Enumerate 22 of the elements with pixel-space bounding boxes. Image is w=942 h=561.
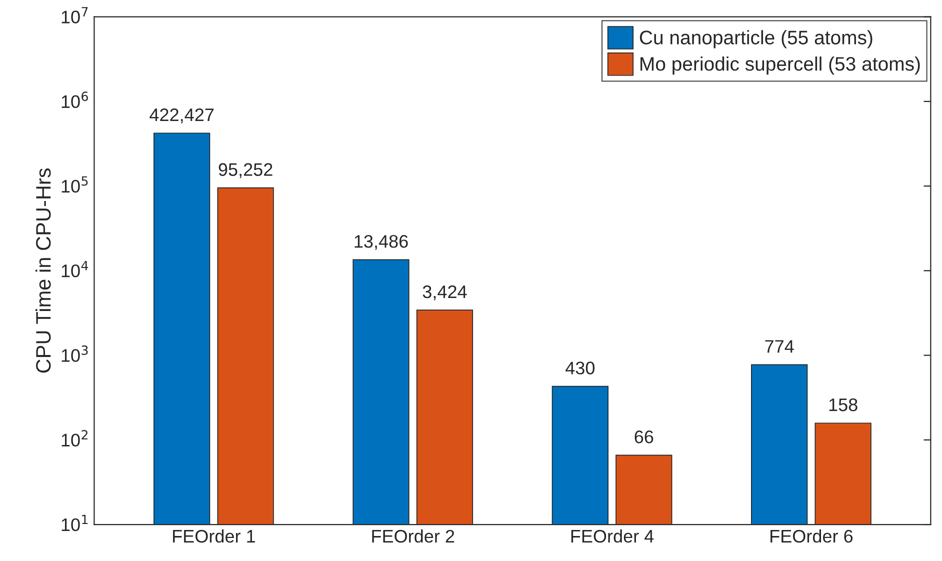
y-tick-label: 10$^{2}$ bbox=[62, 430, 88, 446]
y-tick-label: 10$^{7}$ bbox=[62, 7, 88, 24]
y-tick-label: 10$^{1}$ bbox=[62, 514, 88, 532]
x-tick-label: FEOrder 2 bbox=[372, 529, 454, 543]
data-label: 158 bbox=[829, 398, 858, 412]
data-label: 95,252 bbox=[218, 163, 272, 178]
x-tick-label: FEOrder 1 bbox=[173, 529, 255, 543]
data-label: 774 bbox=[765, 340, 794, 353]
y-tick-label: 10$^{6}$ bbox=[62, 92, 88, 108]
y-tick-label: 10$^{4}$ bbox=[62, 260, 88, 278]
y-tick-label: 10$^{3}$ bbox=[62, 345, 88, 362]
data-label: 422,427 bbox=[150, 108, 214, 124]
y-axis-title: CPU Time in CPU-Hrs bbox=[35, 168, 51, 373]
x-tick-label: FEOrder 6 bbox=[770, 529, 853, 543]
data-label: 66 bbox=[634, 430, 654, 444]
legend-label: Cu nanoparticle (55 atoms) bbox=[640, 30, 872, 48]
data-label: 3,424 bbox=[422, 285, 467, 300]
x-tick-label: FEOrder 4 bbox=[571, 529, 654, 543]
legend-label: Mo periodic supercell (53 atoms) bbox=[640, 56, 920, 75]
data-label: 13,486 bbox=[354, 235, 408, 250]
data-label: 430 bbox=[566, 362, 595, 374]
y-tick-label: 10$^{5}$ bbox=[62, 176, 88, 193]
